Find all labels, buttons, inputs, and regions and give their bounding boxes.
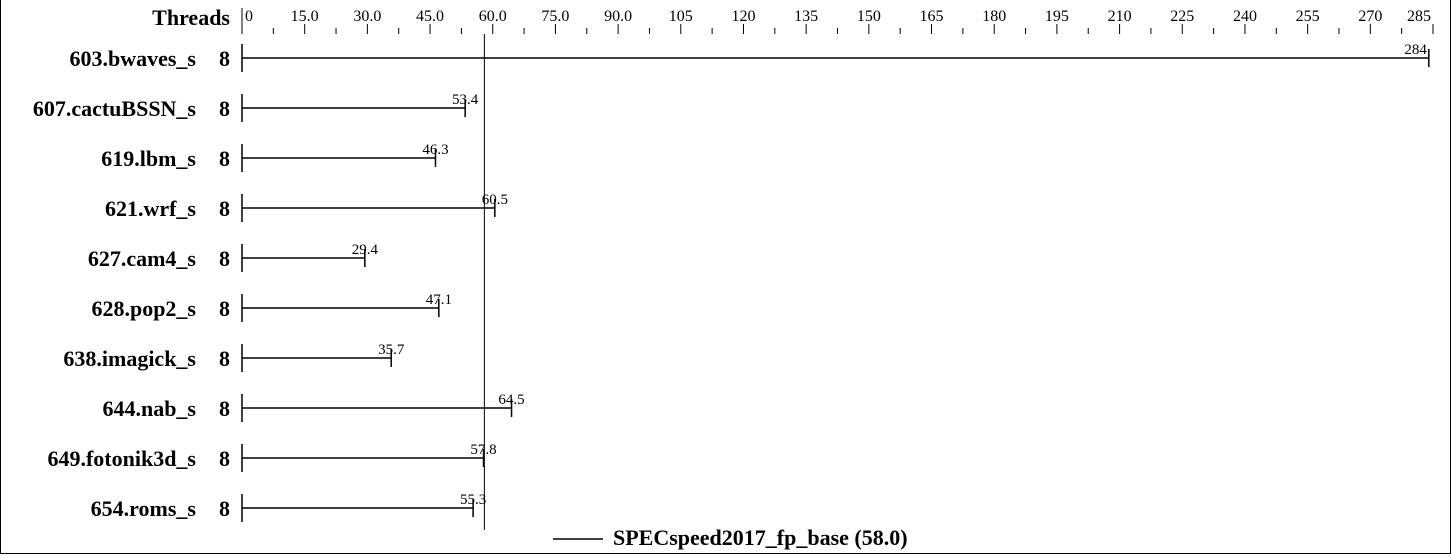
threads-value: 8 [219, 46, 230, 71]
value-label: 53.4 [452, 92, 479, 108]
x-tick-label: 255 [1296, 8, 1320, 25]
x-tick-label: 225 [1170, 8, 1194, 25]
value-label: 55.3 [460, 492, 486, 508]
x-tick-label: 30.0 [353, 8, 381, 25]
threads-header: Threads [152, 5, 230, 30]
x-tick-label: 165 [920, 8, 944, 25]
value-label: 64.5 [498, 392, 524, 408]
x-tick-label: 240 [1233, 8, 1257, 25]
x-tick-label: 135 [794, 8, 818, 25]
x-tick-label: 195 [1045, 8, 1069, 25]
threads-value: 8 [219, 196, 230, 221]
threads-value: 8 [219, 496, 230, 521]
threads-value: 8 [219, 346, 230, 371]
benchmark-label: 649.fotonik3d_s [47, 446, 196, 471]
x-tick-label: 75.0 [541, 8, 569, 25]
x-tick-label: 210 [1108, 8, 1132, 25]
value-label: 35.7 [378, 342, 405, 358]
value-label: 47.1 [426, 292, 452, 308]
threads-value: 8 [219, 446, 230, 471]
x-tick-label: 150 [857, 8, 881, 25]
x-tick-label: 105 [669, 8, 693, 25]
value-label: 57.8 [470, 442, 496, 458]
benchmark-label: 627.cam4_s [88, 246, 197, 271]
x-tick-label: 0 [245, 8, 253, 25]
x-tick-label: 15.0 [291, 8, 319, 25]
value-label: 60.5 [482, 192, 508, 208]
value-label: 284 [1404, 42, 1427, 58]
benchmark-label: 644.nab_s [102, 396, 196, 421]
x-tick-label: 270 [1358, 8, 1382, 25]
benchmark-label: 638.imagick_s [63, 346, 196, 371]
x-tick-label: 180 [982, 8, 1006, 25]
x-tick-label: 45.0 [416, 8, 444, 25]
benchmark-label: 607.cactuBSSN_s [33, 96, 197, 121]
threads-value: 8 [219, 246, 230, 271]
threads-value: 8 [219, 396, 230, 421]
benchmark-label: 654.roms_s [91, 496, 197, 521]
benchmark-label: 603.bwaves_s [69, 46, 196, 71]
threads-value: 8 [219, 146, 230, 171]
value-label: 29.4 [352, 242, 379, 258]
benchmark-label: 628.pop2_s [91, 296, 196, 321]
value-label: 46.3 [422, 142, 448, 158]
threads-value: 8 [219, 96, 230, 121]
legend-label: SPECspeed2017_fp_base (58.0) [613, 525, 908, 550]
benchmark-label: 621.wrf_s [105, 196, 196, 221]
x-tick-label: 90.0 [604, 8, 632, 25]
x-tick-label: 285 [1407, 8, 1431, 25]
threads-value: 8 [219, 296, 230, 321]
x-tick-label: 60.0 [479, 8, 507, 25]
benchmark-label: 619.lbm_s [101, 146, 196, 171]
x-tick-label: 120 [731, 8, 755, 25]
